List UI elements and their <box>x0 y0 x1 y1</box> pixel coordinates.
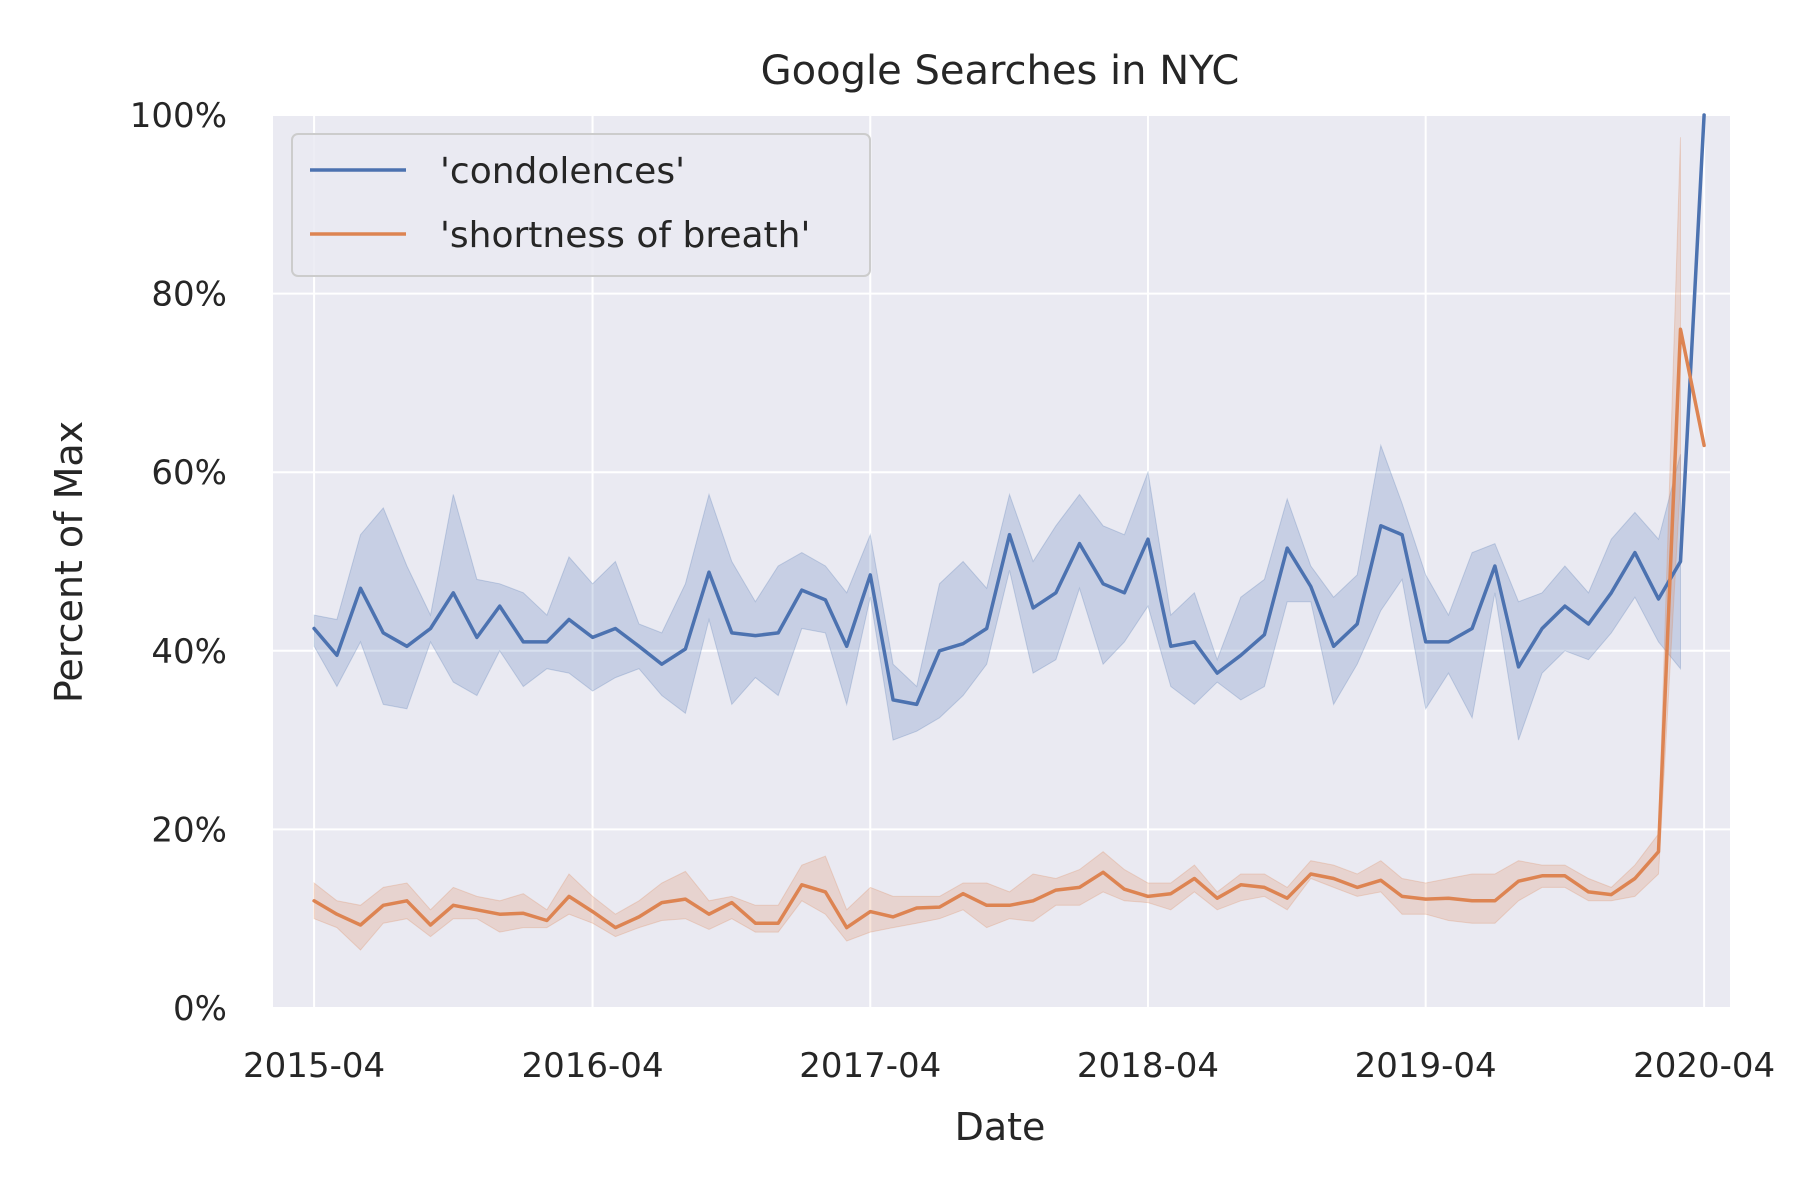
band-condolences <box>313 443 1681 741</box>
x-tick-label: 2016-04 <box>522 1046 664 1086</box>
x-tick-label: 2018-04 <box>1077 1046 1219 1086</box>
series-lines <box>312 113 1706 930</box>
x-tick-label: 2017-04 <box>799 1046 941 1086</box>
series-line-shortness-of-breath <box>312 327 1706 930</box>
x-tick-label: 2019-04 <box>1355 1046 1497 1086</box>
confidence-bands <box>313 137 1681 951</box>
band-shortness-of-breath <box>313 137 1681 951</box>
y-axis-label: Percent of Max <box>47 421 91 703</box>
series-line-condolences <box>312 113 1706 707</box>
y-tick-label: 60% <box>151 453 227 493</box>
legend-box <box>291 133 871 277</box>
y-tick-label: 0% <box>173 989 227 1029</box>
y-tick-label: 40% <box>151 632 227 672</box>
legend-label-condolences: 'condolences' <box>440 151 685 192</box>
y-tick-label: 100% <box>130 96 227 136</box>
y-tick-label: 80% <box>151 275 227 315</box>
x-axis-label: Date <box>955 1105 1046 1149</box>
x-tick-label: 2015-04 <box>243 1046 385 1086</box>
legend-label-shortness-of-breath: 'shortness of breath' <box>440 215 810 256</box>
x-tick-label: 2020-04 <box>1633 1046 1775 1086</box>
tick-labels: 0% 20% 40% 60% 80% 100% 2015-04 2016-04 2017-04 2… <box>130 96 1775 1086</box>
legend: 'condolences' 'shortness of breath' <box>291 133 871 277</box>
chart-title: Google Searches in NYC <box>761 48 1240 94</box>
y-tick-label: 20% <box>151 810 227 850</box>
